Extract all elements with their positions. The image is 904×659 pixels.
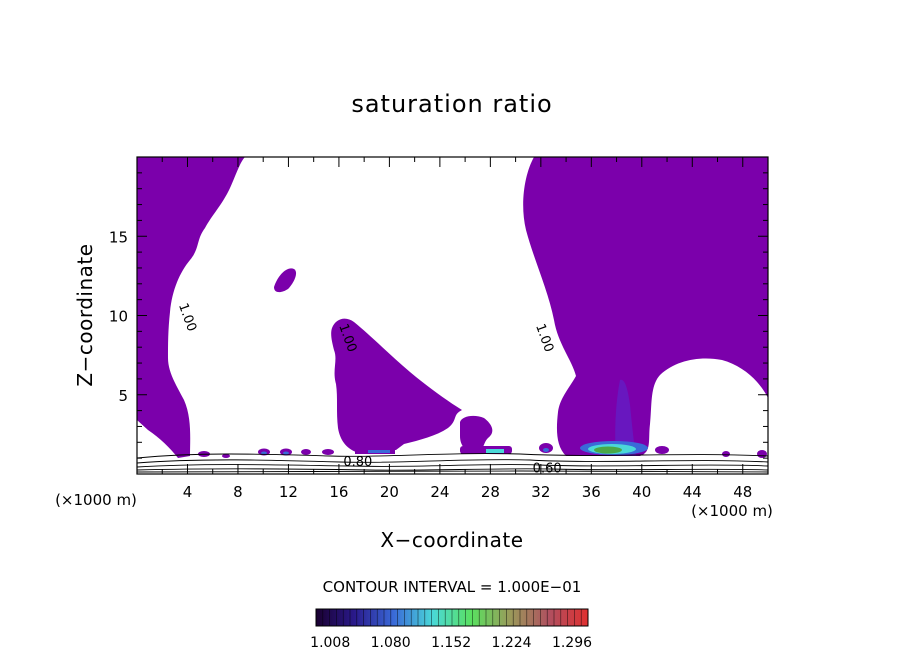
y-axis-label: Z−coordinate [73, 243, 97, 386]
colorbar-tick-label: 1.080 [371, 635, 411, 651]
contour-interval: CONTOUR INTERVAL = 1.000E−01 [323, 578, 582, 596]
colorbar-tick-label: 1.008 [310, 635, 350, 651]
core-dark [615, 379, 636, 456]
chart-title: saturation ratio [351, 90, 552, 118]
y-tick-label: 5 [118, 387, 128, 405]
y-tick-label: 15 [109, 228, 128, 246]
x-tick-label: 4 [183, 483, 193, 501]
surface-contours [137, 453, 768, 473]
contour-label: 1.00 [532, 322, 556, 354]
core-inner [594, 446, 622, 454]
colorbar-tick-label: 1.152 [431, 635, 471, 651]
x-tick-label: 28 [481, 483, 500, 501]
y-axis: 5 10 15 [109, 172, 768, 459]
x-tick-label: 44 [683, 483, 702, 501]
contour-label: 0.60 [533, 461, 562, 476]
region-mid-lobe [331, 318, 462, 452]
x-unit-right: (×1000 m) [691, 502, 773, 520]
x-tick-label: 12 [279, 483, 298, 501]
colorbar-tick-label: 1.296 [552, 635, 592, 651]
x-tick-label: 8 [233, 483, 243, 501]
contour-label: 0.80 [343, 455, 372, 470]
x-tick-label: 36 [582, 483, 601, 501]
plot-area [137, 157, 768, 473]
x-unit-left: (×1000 m) [55, 491, 137, 509]
region-left-column [137, 157, 245, 458]
x-tick-label: 32 [531, 483, 550, 501]
region-small-lobe [460, 415, 493, 452]
x-tick-label: 16 [329, 483, 348, 501]
colorbar: 1.008 1.080 1.152 1.224 1.296 [310, 608, 592, 651]
patch-highlights [261, 448, 549, 455]
x-tick-label: 48 [733, 483, 752, 501]
x-tick-label: 40 [632, 483, 651, 501]
contour-label: 1.00 [175, 301, 199, 333]
colorbar-ticks: 1.008 1.080 1.152 1.224 1.296 [310, 635, 592, 651]
region-small-island [274, 268, 297, 293]
region-right-column [523, 157, 768, 456]
x-axis: 4 8 12 16 20 24 28 32 36 40 44 48 [161, 157, 769, 501]
y-tick-label: 10 [109, 308, 128, 326]
colorbar-bands [322, 609, 582, 626]
x-tick-label: 24 [430, 483, 449, 501]
x-tick-label: 20 [380, 483, 399, 501]
x-axis-label: X−coordinate [380, 528, 523, 552]
colorbar-tick-label: 1.224 [492, 635, 532, 651]
